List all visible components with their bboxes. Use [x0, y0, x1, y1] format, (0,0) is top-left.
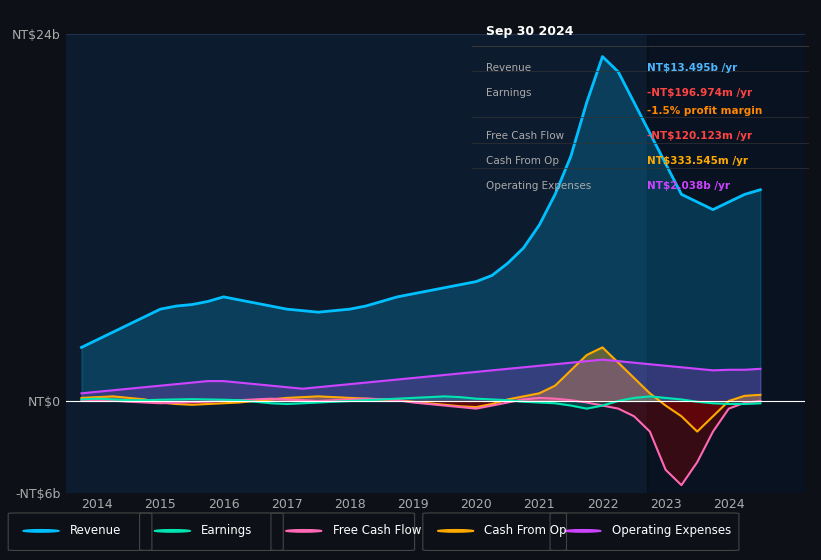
Text: Cash From Op: Cash From Op — [484, 524, 566, 538]
Circle shape — [565, 530, 601, 532]
Text: Earnings: Earnings — [201, 524, 253, 538]
Text: NT$2.038b /yr: NT$2.038b /yr — [647, 181, 730, 191]
Circle shape — [154, 530, 190, 532]
Text: Free Cash Flow: Free Cash Flow — [485, 131, 564, 141]
Text: Free Cash Flow: Free Cash Flow — [333, 524, 421, 538]
Circle shape — [286, 530, 322, 532]
Text: Earnings: Earnings — [485, 88, 531, 99]
Text: NT$13.495b /yr: NT$13.495b /yr — [647, 63, 737, 73]
Text: -NT$196.974m /yr: -NT$196.974m /yr — [647, 88, 752, 99]
Text: Cash From Op: Cash From Op — [485, 156, 558, 166]
Text: Revenue: Revenue — [485, 63, 530, 73]
Text: Revenue: Revenue — [70, 524, 122, 538]
Circle shape — [438, 530, 474, 532]
Text: NT$333.545m /yr: NT$333.545m /yr — [647, 156, 748, 166]
Bar — [647, 34, 805, 493]
Circle shape — [23, 530, 59, 532]
Text: -1.5% profit margin: -1.5% profit margin — [647, 106, 763, 116]
Text: -NT$120.123m /yr: -NT$120.123m /yr — [647, 131, 752, 141]
Text: Operating Expenses: Operating Expenses — [612, 524, 731, 538]
Text: Sep 30 2024: Sep 30 2024 — [485, 25, 573, 38]
Text: Operating Expenses: Operating Expenses — [485, 181, 591, 191]
